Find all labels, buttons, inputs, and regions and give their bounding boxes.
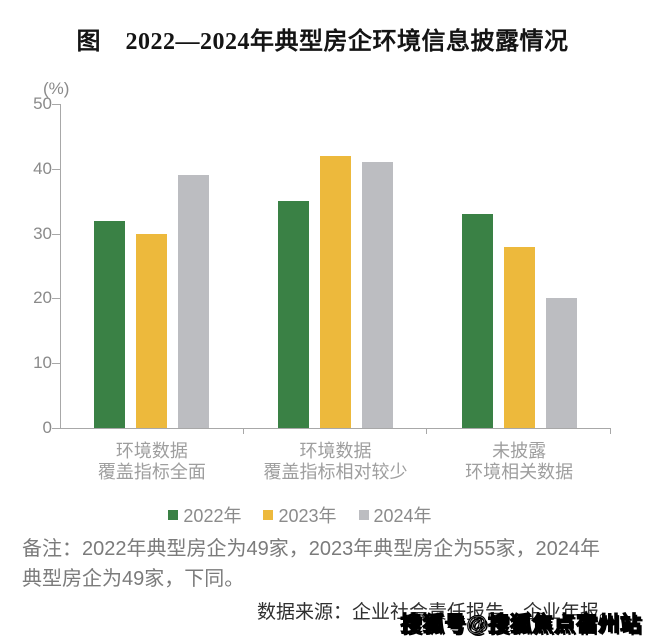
y-axis-tick <box>52 168 60 170</box>
y-axis-line <box>60 104 61 428</box>
footnote: 备注：2022年典型房企为49家，2023年典型房企为55家，2024年典型房企… <box>22 538 600 590</box>
bar-2022-group3 <box>461 214 493 428</box>
bar-2024-group3 <box>545 298 577 428</box>
x-axis-category-line: 环境数据 <box>299 441 372 461</box>
x-axis-category-line: 环境数据 <box>115 441 188 461</box>
y-axis-tick <box>52 428 60 429</box>
y-axis-tick <box>52 298 60 300</box>
x-axis-category-line: 未披露 <box>492 441 547 461</box>
x-axis-tick <box>426 428 428 434</box>
y-axis-tick <box>52 233 60 235</box>
chart-legend: 2022年 2023年 2024年 <box>0 502 600 528</box>
legend-swatch <box>358 510 369 520</box>
legend-label: 2022年 <box>183 506 242 526</box>
legend-label: 2023年 <box>278 506 337 526</box>
x-axis-line <box>60 428 611 429</box>
bar-2023-group1 <box>136 233 168 428</box>
sohu-watermark: 搜狐号@搜狐焦点宿州站 <box>400 612 642 636</box>
x-axis-category-label: 环境数据 覆盖指标相对较少 <box>246 441 426 483</box>
y-axis-tick <box>52 363 60 365</box>
x-axis-category-line: 覆盖指标全面 <box>97 462 206 482</box>
x-axis-category-label: 环境数据 覆盖指标全面 <box>62 441 242 483</box>
bar-2024-group2 <box>362 162 393 428</box>
y-axis-unit-label: (%) <box>43 79 70 98</box>
y-axis-tick-label: 40 <box>33 158 52 178</box>
x-axis-category-label: 未披露 环境相关数据 <box>429 441 609 483</box>
x-axis-tick <box>610 428 611 434</box>
data-source: 数据来源：企业社会责任报告、企业年报。 <box>257 602 619 623</box>
x-axis-category-line: 覆盖指标相对较少 <box>263 462 408 482</box>
y-axis-tick-label: 0 <box>42 418 52 437</box>
bar-2022-group1 <box>94 220 126 428</box>
legend-item-2023: 2023年 <box>263 502 337 528</box>
legend-item-2022: 2022年 <box>168 502 241 528</box>
y-axis-tick-label: 30 <box>33 223 52 243</box>
legend-label: 2024年 <box>373 506 432 526</box>
legend-swatch <box>263 510 274 520</box>
bar-2023-group2 <box>320 155 351 428</box>
y-axis-tick-label: 20 <box>33 288 52 308</box>
y-axis-tick <box>52 104 60 105</box>
y-axis-tick-label: 50 <box>33 94 52 113</box>
legend-item-2024: 2024年 <box>358 502 432 528</box>
bar-2023-group3 <box>503 246 535 428</box>
bar-2022-group2 <box>278 201 309 428</box>
bar-2024-group1 <box>178 175 210 428</box>
x-axis-tick <box>242 428 244 434</box>
x-axis-category-line: 环境相关数据 <box>465 462 574 482</box>
y-axis-tick-label: 10 <box>33 353 52 373</box>
legend-swatch <box>168 510 179 520</box>
chart-title: 图 2022—2024年典型房企环境信息披露情况 <box>76 29 569 55</box>
